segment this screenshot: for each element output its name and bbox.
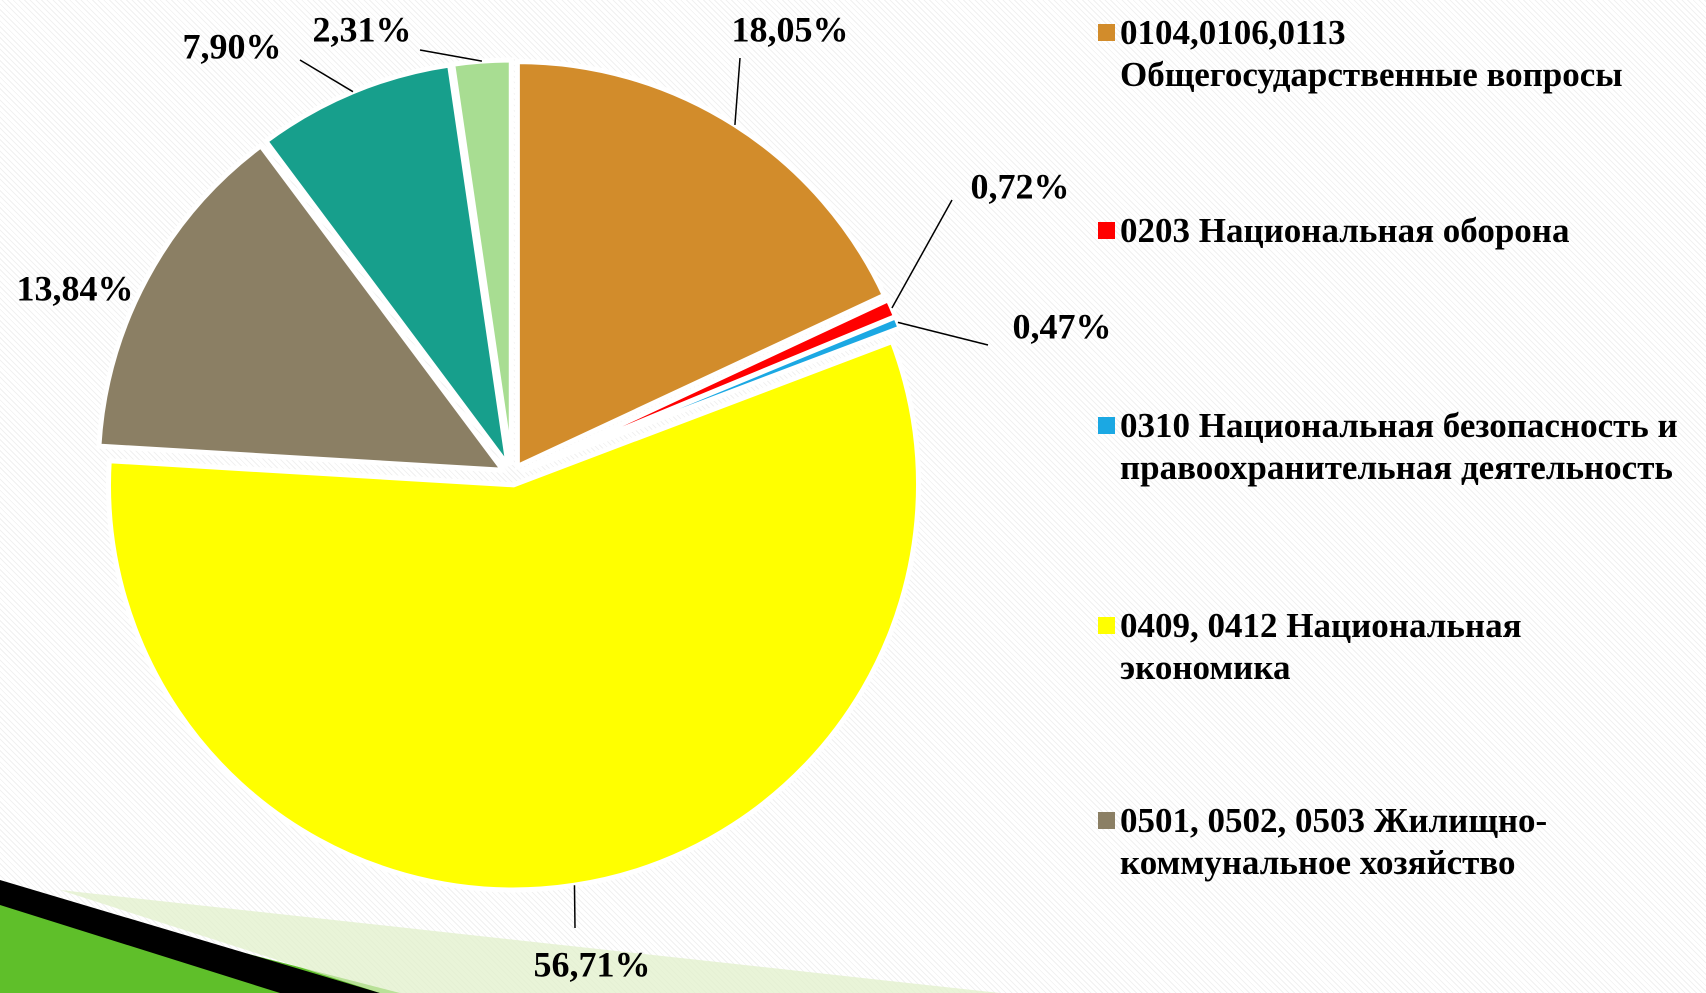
leader-line (419, 49, 483, 62)
legend-entry: 0203 Национальная оборона (1098, 210, 1700, 252)
leader-line (891, 199, 953, 309)
data-label: 2,31% (313, 9, 412, 49)
legend-label: 0203 Национальная оборона (1120, 211, 1570, 250)
leader-line (299, 59, 354, 93)
legend-entry: 0501, 0502, 0503 Жилищно-коммунальное хо… (1098, 800, 1700, 884)
pie-slice (96, 142, 509, 474)
legend-label: 0409, 0412 Национальная экономика (1120, 606, 1522, 687)
decor-black (0, 880, 380, 993)
legend-label: 0310 Национальная безопасность и правоох… (1120, 406, 1678, 487)
legend-entry: 0104,0106,0113 Общегосударственные вопро… (1098, 12, 1700, 96)
pie-slice (449, 57, 514, 466)
decor-light (60, 890, 1000, 993)
legend-label: 0104,0106,0113 Общегосударственные вопро… (1120, 13, 1623, 94)
legend-swatch (1098, 617, 1115, 634)
legend-swatch (1098, 222, 1115, 239)
legend-swatch (1098, 24, 1115, 41)
legend-entry: 0310 Национальная безопасность и правоох… (1098, 405, 1700, 489)
legend-swatch (1098, 812, 1115, 829)
pie-slice (514, 59, 888, 471)
data-label: 13,84% (17, 268, 134, 308)
legend-swatch (1098, 417, 1115, 434)
legend-label: 0501, 0502, 0503 Жилищно-коммунальное хо… (1120, 801, 1548, 882)
data-label: 0,47% (1013, 306, 1112, 346)
legend-entry: 0409, 0412 Национальная экономика (1098, 605, 1700, 689)
data-label: 0,72% (971, 166, 1070, 206)
data-label: 18,05% (732, 9, 849, 49)
leader-line (897, 321, 989, 346)
data-label: 56,71% (534, 944, 651, 984)
leader-line (734, 57, 741, 126)
data-label: 7,90% (183, 26, 282, 66)
pie-slice (106, 338, 921, 893)
leader-line (573, 885, 576, 929)
